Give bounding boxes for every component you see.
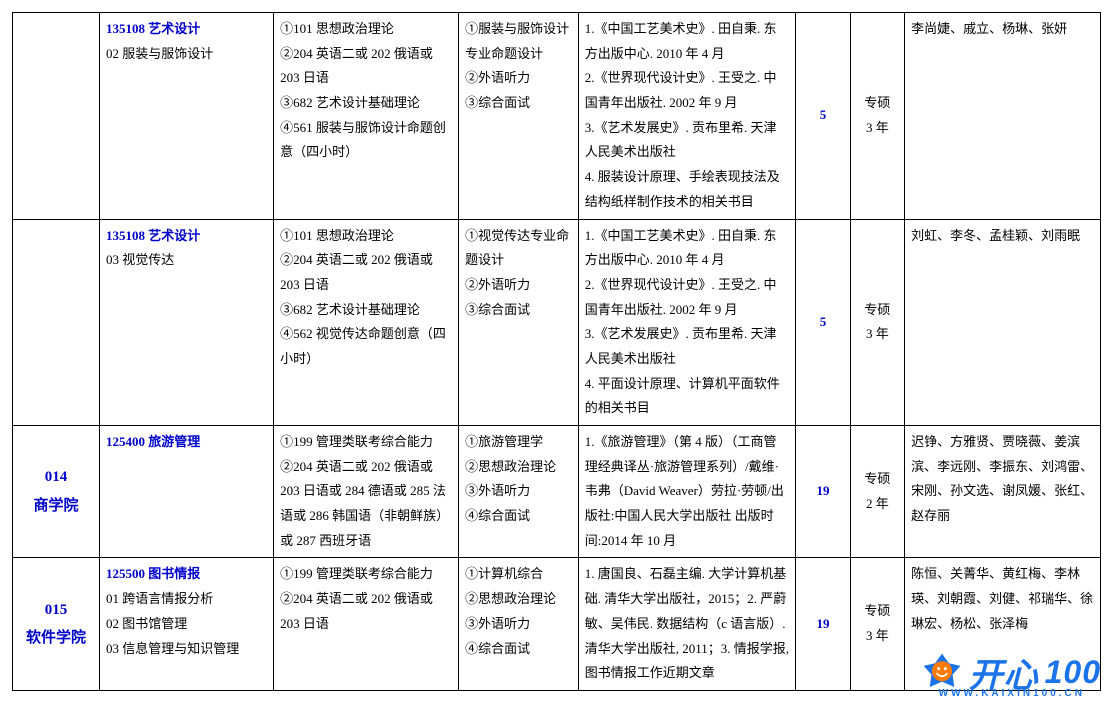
retest-cell: ①视觉传达专业命题设计②外语听力③综合面试 [459,219,579,426]
books-cell: 1.《中国工艺美术史》. 田自秉. 东方出版中心. 2010 年 4 月2.《世… [578,13,796,220]
exam-cell: ①101 思想政治理论②204 英语二或 202 俄语或 203 日语③682 … [274,13,459,220]
books-cell: 1.《旅游管理》（第 4 版）（工商管理经典译丛·旅游管理系列）/戴维·韦弗（D… [578,426,796,558]
teachers-cell: 刘虹、李冬、孟桂颖、刘雨眠 [905,219,1101,426]
major-cell: 125400 旅游管理 [100,426,274,558]
table-row: 014商学院 125400 旅游管理 ①199 管理类联考综合能力②204 英语二或… [13,426,1101,558]
major-cell: 135108 艺术设计03 视觉传达 [100,219,274,426]
major-code-link[interactable]: 125400 旅游管理 [106,434,200,449]
enroll-num-cell: 19 [796,558,850,690]
major-code-link[interactable]: 135108 艺术设计 [106,21,200,36]
degree-type-cell: 专硕3 年 [850,13,904,220]
degree-type-cell: 专硕3 年 [850,219,904,426]
books-cell: 1. 唐国良、石磊主编. 大学计算机基础. 清华大学出版社，2015；2. 严蔚… [578,558,796,690]
major-cell: 135108 艺术设计02 服装与服饰设计 [100,13,274,220]
table-row: 135108 艺术设计03 视觉传达①101 思想政治理论②204 英语二或 2… [13,219,1101,426]
exam-cell: ①101 思想政治理论②204 英语二或 202 俄语或 203 日语③682 … [274,219,459,426]
books-cell: 1.《中国工艺美术史》. 田自秉. 东方出版中心. 2010 年 4 月2.《世… [578,219,796,426]
dept-cell: 015软件学院 [13,558,100,690]
degree-type-cell: 专硕3 年 [850,558,904,690]
table-row: 015软件学院125500 图书情报01 跨语言情报分析02 图书馆管理03 信… [13,558,1101,690]
dept-cell [13,219,100,426]
teachers-cell: 李尚婕、戚立、杨琳、张妍 [905,13,1101,220]
teachers-cell: 迟铮、方雅贤、贾晓薇、姜滨滨、李远刚、李振东、刘鸿雷、宋刚、孙文选、谢凤媛、张红… [905,426,1101,558]
retest-cell: ①服装与服饰设计专业命题设计②外语听力③综合面试 [459,13,579,220]
degree-type-cell: 专硕2 年 [850,426,904,558]
dept-cell: 014商学院 [13,426,100,558]
enroll-num-cell: 19 [796,426,850,558]
retest-cell: ①旅游管理学②思想政治理论③外语听力④综合面试 [459,426,579,558]
table-row: 135108 艺术设计02 服装与服饰设计①101 思想政治理论②204 英语二… [13,13,1101,220]
major-code-link[interactable]: 125500 图书情报 [106,566,200,581]
enroll-num-cell: 5 [796,219,850,426]
teachers-cell: 陈恒、关菁华、黄红梅、李林瑛、刘朝霞、刘健、祁瑞华、徐琳宏、杨松、张泽梅 [905,558,1101,690]
major-code-link[interactable]: 135108 艺术设计 [106,228,200,243]
major-cell: 125500 图书情报01 跨语言情报分析02 图书馆管理03 信息管理与知识管… [100,558,274,690]
catalog-table: 135108 艺术设计02 服装与服饰设计①101 思想政治理论②204 英语二… [12,12,1101,691]
exam-cell: ①199 管理类联考综合能力②204 英语二或 202 俄语或 203 日语或 … [274,426,459,558]
exam-cell: ①199 管理类联考综合能力②204 英语二或 202 俄语或 203 日语 [274,558,459,690]
dept-cell [13,13,100,220]
enroll-num-cell: 5 [796,13,850,220]
retest-cell: ①计算机综合②思想政治理论③外语听力④综合面试 [459,558,579,690]
